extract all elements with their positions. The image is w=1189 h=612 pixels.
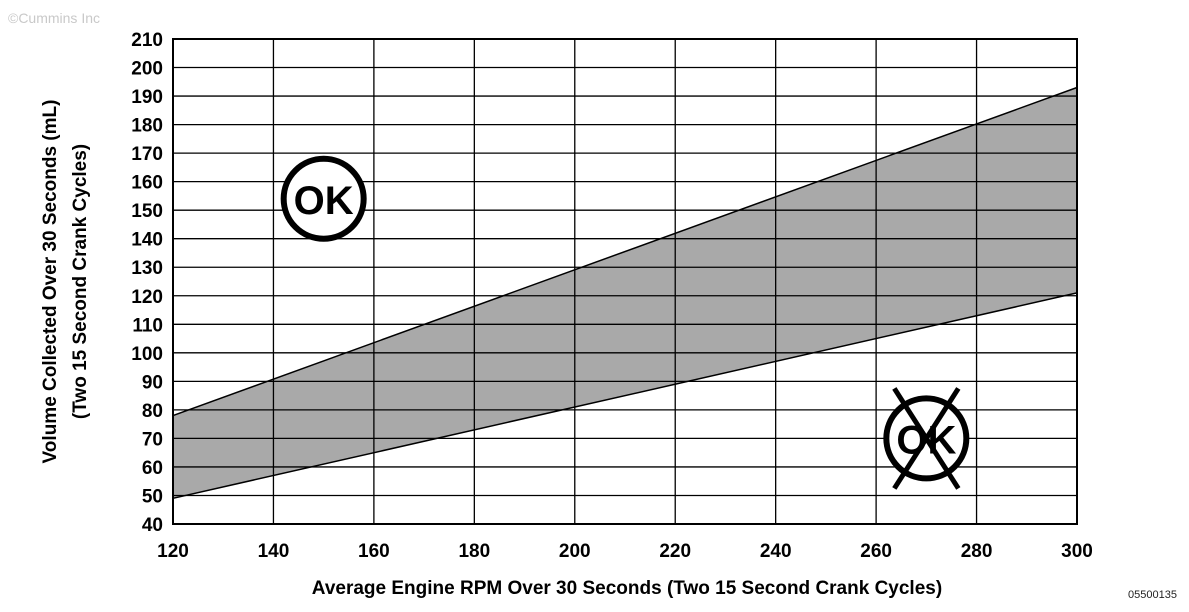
acceptable-range-band <box>173 87 1077 499</box>
y-tick-labels: 40 50 60 70 80 90 100 110 120 130 140 150 160 170 180 1… <box>131 30 163 536</box>
y-tick-label: 190 <box>131 87 163 108</box>
x-tick-label: 300 <box>1061 541 1093 562</box>
x-tick-label: 260 <box>860 541 892 562</box>
y-tick-label: 210 <box>131 30 163 51</box>
y-axis-label-line2: (Two 15 Second Crank Cycles) <box>70 144 91 419</box>
y-tick-label: 60 <box>142 458 163 479</box>
plot-frame <box>172 38 1078 525</box>
x-tick-label: 140 <box>258 541 290 562</box>
y-tick-label: 40 <box>142 515 163 536</box>
y-tick-label: 150 <box>131 201 163 222</box>
x-tick-label: 120 <box>157 541 189 562</box>
y-tick-label: 120 <box>131 287 163 308</box>
x-tick-label: 220 <box>659 541 691 562</box>
x-tick-label: 280 <box>961 541 993 562</box>
y-tick-label: 180 <box>131 116 163 137</box>
x-tick-label: 180 <box>458 541 490 562</box>
y-tick-label: 110 <box>132 315 163 336</box>
annotations: OK OK <box>280 155 970 490</box>
x-tick-label: 200 <box>559 541 591 562</box>
figure-id: 05500135 <box>1128 589 1177 601</box>
y-tick-label: 200 <box>131 59 163 80</box>
cross-line <box>892 387 961 490</box>
not-ok-symbol: OK <box>883 387 970 490</box>
y-tick-label: 50 <box>142 486 163 507</box>
x-axis-label: Average Engine RPM Over 30 Seconds (Two … <box>312 578 942 599</box>
x-tick-label: 160 <box>358 541 390 562</box>
symbol-circle <box>280 155 367 242</box>
y-axis-label-line1: Volume Collected Over 30 Seconds (mL) <box>40 100 61 464</box>
y-tick-label: 130 <box>131 258 163 279</box>
lower-limit-line <box>172 292 1078 500</box>
x-tick-label: 240 <box>760 541 792 562</box>
y-tick-label: 140 <box>131 230 163 251</box>
y-tick-label: 170 <box>131 144 163 165</box>
y-tick-label: 80 <box>142 401 163 422</box>
y-tick-label: 160 <box>131 173 163 194</box>
upper-limit-line <box>172 86 1078 417</box>
y-tick-label: 90 <box>142 372 163 393</box>
x-tick-labels: 120 140 160 180 200 220 240 260 280 300 <box>157 541 1093 562</box>
symbol-label: OK <box>294 179 354 223</box>
ok-symbol: OK <box>280 155 367 242</box>
copyright-notice: ©Cummins Inc <box>8 10 100 26</box>
y-tick-label: 100 <box>131 344 163 365</box>
y-tick-label: 70 <box>142 429 163 450</box>
